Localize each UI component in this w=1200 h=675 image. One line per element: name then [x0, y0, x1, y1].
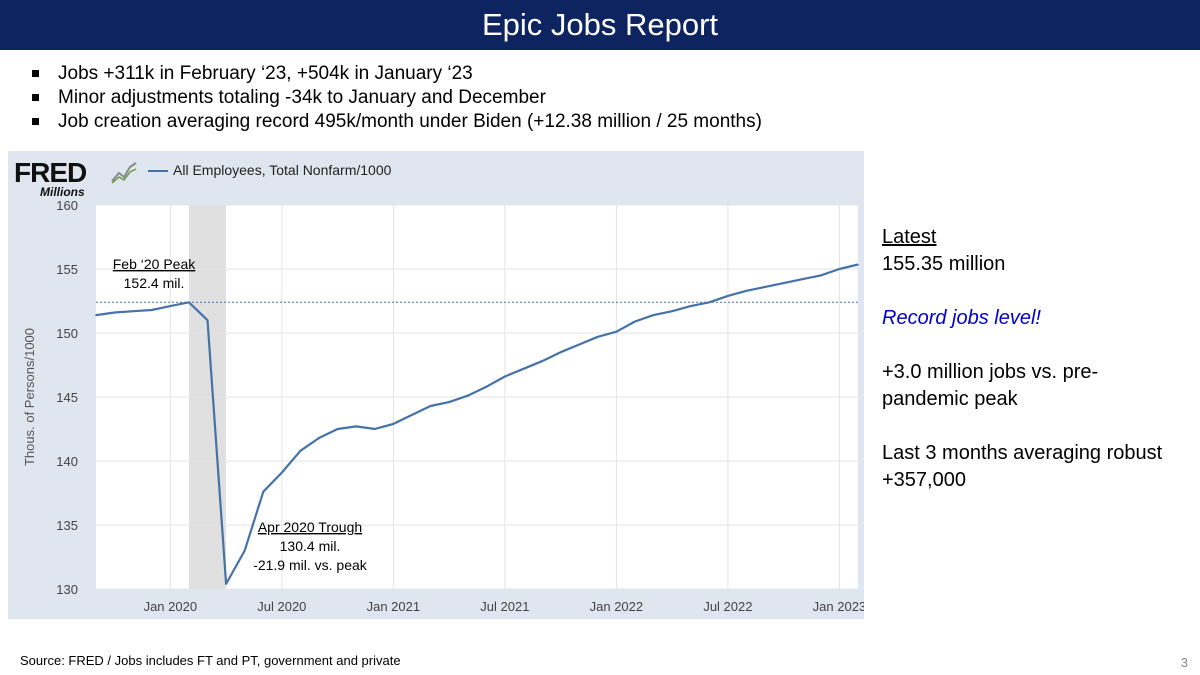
- data-point: [727, 295, 729, 297]
- data-point: [708, 301, 711, 304]
- data-point: [541, 360, 543, 362]
- avg-line-1: Last 3 months averaging robust: [882, 442, 1163, 464]
- data-point: [801, 278, 804, 281]
- data-point: [281, 471, 283, 474]
- bullet-item: Job creation averaging record 495k/month…: [30, 110, 762, 134]
- data-point: [355, 425, 357, 428]
- latest-label: Latest: [882, 226, 937, 248]
- fred-chart-panel: FRED Millions All Employees, Total Nonfa…: [8, 151, 864, 619]
- data-point: [597, 336, 599, 338]
- data-point: [243, 549, 246, 552]
- data-point: [634, 320, 636, 323]
- data-point: [411, 414, 413, 416]
- data-point: [95, 314, 97, 316]
- data-point: [504, 375, 506, 378]
- latest-value: 155.35 million: [882, 253, 1006, 275]
- data-point: [262, 490, 265, 493]
- bullet-square-icon: [32, 70, 39, 77]
- x-tick-label: Jul 2022: [703, 599, 752, 614]
- y-tick-label: 140: [56, 454, 78, 469]
- data-point: [429, 405, 432, 407]
- bullet-item: Minor adjustments totaling -34k to Janua…: [30, 86, 762, 110]
- legend-line-swatch: [148, 170, 168, 172]
- data-point: [373, 428, 376, 430]
- y-tick-label: 150: [56, 326, 78, 341]
- x-tick-label: Jul 2021: [480, 599, 529, 614]
- page-number: 3: [1180, 655, 1188, 670]
- bullet-list: Jobs +311k in February ‘23, +504k in Jan…: [30, 62, 762, 134]
- source-note: Source: FRED / Jobs includes FT and PT, …: [20, 653, 401, 668]
- y-tick-label: 145: [56, 390, 78, 405]
- data-point: [336, 428, 339, 430]
- x-tick-label: Jan 2022: [590, 599, 644, 614]
- data-point: [132, 310, 134, 313]
- annotation-title: Apr 2020 Trough: [258, 519, 362, 535]
- x-tick-label: Jan 2021: [367, 599, 421, 614]
- data-point: [559, 351, 562, 353]
- record-callout: Record jobs level!: [882, 307, 1041, 329]
- y-tick-label: 160: [56, 198, 78, 213]
- data-point: [318, 437, 320, 439]
- fred-chart-icon: [110, 159, 138, 185]
- y-tick-label: 130: [56, 582, 78, 597]
- data-point: [466, 394, 469, 397]
- x-tick-label: Jul 2020: [257, 599, 306, 614]
- data-point: [522, 368, 525, 370]
- y-tick-label: 135: [56, 518, 78, 533]
- fred-units-label: Millions: [40, 185, 85, 199]
- legend-label: All Employees, Total Nonfarm/1000: [173, 162, 392, 178]
- data-point: [448, 401, 450, 403]
- annotation-text: -21.9 mil. vs. peak: [253, 557, 368, 573]
- x-tick-label: Jan 2020: [144, 599, 198, 614]
- data-point: [206, 319, 209, 321]
- bullet-square-icon: [32, 118, 39, 125]
- fred-logo: FRED: [14, 157, 87, 188]
- line-chart: 130 135 140 145 150 155 160 Jan 2020 Jul 2020 Ja…: [22, 198, 864, 614]
- bullet-square-icon: [32, 94, 39, 101]
- data-point: [820, 274, 822, 277]
- data-point: [857, 263, 859, 266]
- data-point: [299, 449, 302, 452]
- data-point: [392, 423, 395, 425]
- bullet-text: Jobs +311k in February ‘23, +504k in Jan…: [58, 63, 473, 84]
- data-point: [838, 268, 841, 270]
- data-point: [745, 289, 748, 292]
- data-point: [113, 311, 116, 314]
- series-line: [95, 263, 859, 585]
- bullet-text: Minor adjustments totaling -34k to Janua…: [58, 87, 546, 108]
- bullet-text: Job creation averaging record 495k/month…: [58, 111, 762, 132]
- y-tick-label: 155: [56, 262, 78, 277]
- data-point: [578, 343, 581, 346]
- annotation-title: Feb ‘20 Peak: [113, 256, 196, 272]
- avg-line-2: +357,000: [882, 469, 966, 491]
- data-point: [652, 314, 655, 316]
- data-point: [150, 309, 153, 311]
- data-point: [485, 385, 488, 388]
- annotation-text: 130.4 mil.: [280, 538, 341, 554]
- data-point: [169, 305, 172, 307]
- data-point: [689, 305, 692, 307]
- bullet-item: Jobs +311k in February ‘23, +504k in Jan…: [30, 62, 762, 86]
- y-axis-label: Thous. of Persons/1000: [22, 328, 37, 466]
- data-point: [671, 310, 673, 313]
- vs-peak-line-1: +3.0 million jobs vs. pre-: [882, 361, 1099, 383]
- side-summary: Latest 155.35 million Record jobs level!…: [882, 224, 1182, 494]
- data-point: [188, 301, 190, 304]
- vs-peak-line-2: pandemic peak: [882, 388, 1018, 410]
- data-point: [615, 330, 618, 333]
- data-point: [764, 286, 766, 288]
- data-point: [782, 282, 785, 284]
- annotation-text: 152.4 mil.: [124, 275, 185, 291]
- page-title: Epic Jobs Report: [0, 0, 1200, 50]
- x-tick-label: Jan 2023: [813, 599, 864, 614]
- data-point: [225, 583, 227, 585]
